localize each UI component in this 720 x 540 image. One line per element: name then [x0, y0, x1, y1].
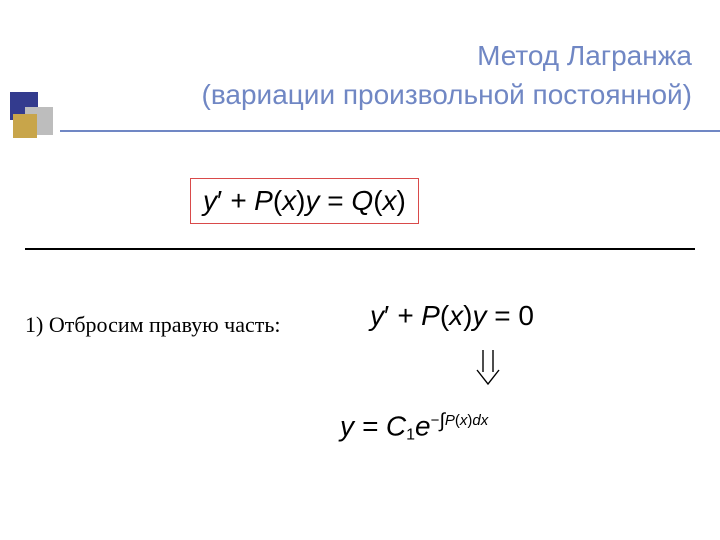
slide-logo [10, 92, 70, 152]
title-line-1: Метод Лагранжа [202, 36, 692, 75]
slide-title: Метод Лагранжа (вариации произвольной по… [202, 36, 692, 114]
homogeneous-equation: y′ + P(x)y = 0 [370, 300, 534, 332]
solution-equation: y = C1e−∫P(x)dx [340, 408, 488, 444]
implies-arrow-icon [474, 348, 502, 388]
logo-square-gold [13, 114, 37, 138]
title-underline [60, 130, 720, 132]
main-equation-box: y′ + P(x)y = Q(x) [190, 178, 419, 224]
section-divider [25, 248, 695, 250]
step-1-label: 1) Отбросим правую часть: [25, 312, 281, 338]
title-line-2: (вариации произвольной постоянной) [202, 75, 692, 114]
main-equation: y′ + P(x)y = Q(x) [203, 185, 406, 217]
